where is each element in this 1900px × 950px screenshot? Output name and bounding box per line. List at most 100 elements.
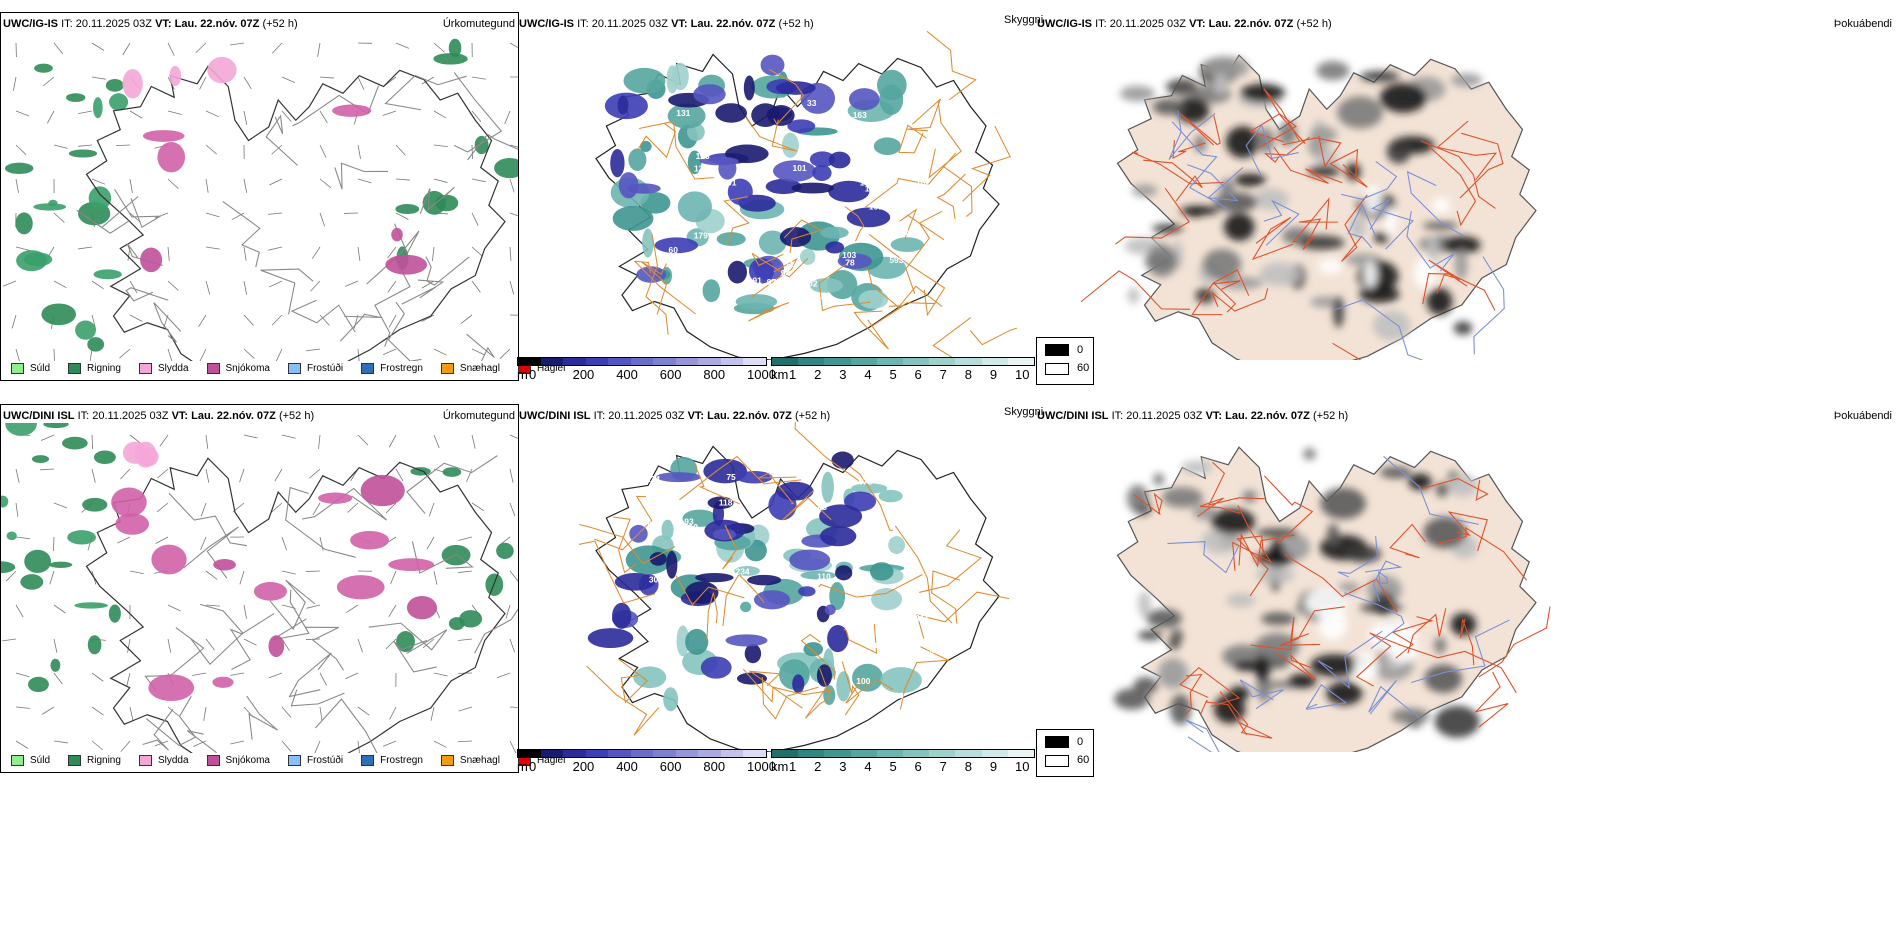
scale-tick-label: 7 [939, 759, 947, 774]
scale-swatch [563, 750, 586, 757]
cloudbase-value: 111 [916, 613, 929, 623]
legend-swatch [206, 754, 220, 766]
scale-swatch [608, 750, 631, 757]
cloudbase-value: 91 [727, 178, 737, 188]
legend-swatch [440, 362, 454, 374]
cloudbase-value: 33 [807, 98, 817, 108]
scale-swatch [929, 358, 956, 365]
legend-label: Snæhagl [459, 362, 500, 374]
panel-header: UWC/IG-IS IT: 20.11.2025 03Z VT: Lau. 22… [1037, 18, 1332, 30]
panel-header: UWC/DINI ISL IT: 20.11.2025 03Z VT: Lau.… [519, 410, 831, 422]
visibility-title: Skyggni [1004, 406, 1044, 418]
fog-legend: 0 60 [1036, 729, 1094, 777]
cloudbase-value: 102 [803, 278, 817, 288]
legend-label: Frostregn [380, 362, 423, 374]
scale-swatch [698, 750, 721, 757]
legend-item: Slydda [133, 754, 189, 766]
cloudbase-scale: m 0 200 400 600 800 1000 [517, 357, 776, 382]
cloudbase-value: 90 [894, 691, 904, 701]
legend-item: Frostregn [355, 754, 423, 766]
cloudbase-value: 100 [856, 676, 870, 686]
cloudbase-value: 123 [696, 151, 710, 161]
legend-item: Snæhagl [435, 754, 500, 766]
scale-tick-label: 3 [839, 367, 847, 382]
cloudbase-value: 91 [752, 275, 762, 285]
fog-legend-label: 0 [1077, 736, 1084, 748]
scale-swatch [540, 750, 564, 757]
legend-swatch [68, 754, 82, 766]
cloudbase-value: 108 [901, 229, 915, 239]
scale-tick-label: 1000 [747, 367, 776, 382]
cloudbase-value: 159 [817, 290, 831, 300]
scale-tick-label: 2 [814, 367, 822, 382]
fog-legend-black [1045, 344, 1069, 356]
scale-swatch [720, 358, 744, 365]
cloudbase-value: 119 [684, 522, 698, 532]
scale-tick-label: 1000 [747, 759, 776, 774]
scale-swatch [540, 358, 564, 365]
legend-label: Snæhagl [459, 754, 500, 766]
scale-tick-label: 200 [572, 367, 595, 382]
scale-swatch [608, 358, 631, 365]
scale-swatch [518, 358, 541, 365]
scale-swatch [563, 358, 586, 365]
legend-item: Snæhagl [435, 362, 500, 374]
legend-item: Súld [5, 754, 50, 766]
legend-swatch [206, 362, 220, 374]
scale-swatch [876, 358, 904, 365]
visibility-scale: km 1 2 3 4 5 6 7 8 9 10 [771, 749, 1035, 774]
fog-legend-label: 60 [1077, 754, 1090, 766]
scale-tick-label: 8 [964, 367, 972, 382]
cloudbase-value: 978 [767, 277, 781, 287]
scale-swatch [850, 750, 877, 757]
panel-header: UWC/DINI ISL IT: 20.11.2025 03Z VT: Lau.… [1037, 410, 1349, 422]
legend-label: Frostúði [306, 754, 344, 766]
visibility-title: Skyggni [1004, 14, 1044, 26]
cloudbase-value: 94 [781, 268, 791, 278]
scale-swatch [698, 358, 721, 365]
legend-label: Frostúði [306, 362, 344, 374]
cloudbase-value: 93 [684, 517, 694, 527]
scale-tick-label: 1 [789, 759, 797, 774]
scale-swatch [772, 358, 799, 365]
scale-bar [771, 749, 1035, 758]
cloudbase-visibility-map: 316 306 110 101 85 124 799 363 75 93 87 181 148 234 18… [578, 422, 1010, 752]
cloudbase-value: 234 [736, 567, 750, 577]
cloudbase-value: 179 [694, 230, 708, 240]
legend-swatch [287, 754, 301, 766]
scale-swatch [955, 358, 982, 365]
cloudbase-value: 101 [639, 650, 653, 660]
cloudbase-value: 21 [797, 288, 807, 298]
scale-swatch [675, 358, 699, 365]
legend-item: Slydda [133, 362, 189, 374]
cloudbase-value: 60 [669, 245, 679, 255]
cloudbase-scale: m 0 200 400 600 800 1000 [517, 749, 776, 774]
scale-unit: km [771, 367, 789, 382]
scale-tick-label: 5 [889, 367, 897, 382]
legend-item: Snjókoma [201, 362, 270, 374]
scale-swatch [824, 750, 851, 757]
cloudbase-value: 578 [858, 477, 872, 487]
scale-swatch [850, 358, 877, 365]
cloudbase-value: 85 [817, 502, 827, 512]
legend-swatch [361, 754, 375, 766]
cloudbase-value: 163 [853, 110, 867, 120]
fog-map [1114, 446, 1551, 752]
fog-legend: 0 60 [1036, 337, 1094, 385]
cloudbase-value: 80 [639, 486, 649, 496]
cloudbase-value: 101 [793, 163, 807, 173]
scale-swatch [585, 358, 609, 365]
scale-swatch [653, 358, 676, 365]
scale-swatch [675, 750, 699, 757]
legend-item: Súld [5, 362, 50, 374]
cloudbase-value: 104 [860, 177, 874, 187]
scale-swatch [798, 750, 825, 757]
cloudbase-value: 75 [726, 472, 736, 482]
scale-swatch [518, 750, 541, 757]
cloudbase-value: 95 [647, 520, 657, 530]
scale-tick-label: 9 [989, 759, 998, 774]
scale-bar [517, 749, 767, 758]
scale-swatch [772, 750, 799, 757]
legend-swatch [68, 362, 82, 374]
legend-label: Rigning [87, 754, 121, 766]
